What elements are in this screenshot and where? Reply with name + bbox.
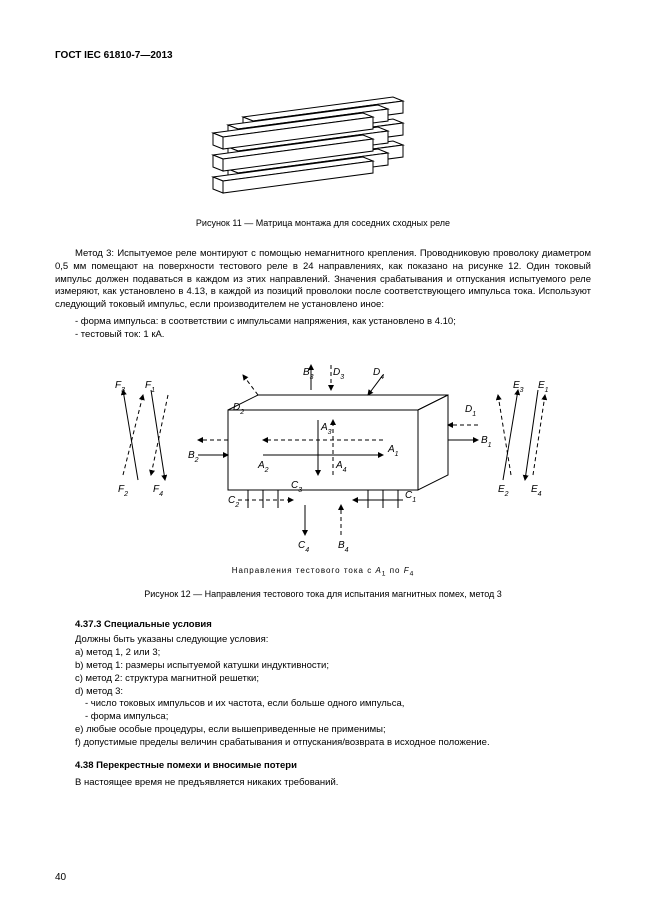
svg-text:C4: C4 [298, 540, 309, 554]
section-4373-heading: 4.37.3 Специальные условия [55, 619, 591, 630]
section-4373-a: a) метод 1, 2 или 3; [55, 647, 591, 660]
page-number: 40 [55, 872, 66, 883]
svg-text:E4: E4 [531, 484, 542, 498]
section-4373-f: f) допустимые пределы величин срабатыван… [55, 737, 591, 750]
figure-11-caption: Рисунок 11 — Матрица монтажа для соседни… [55, 218, 591, 228]
svg-text:B3: B3 [303, 367, 314, 381]
svg-text:D1: D1 [465, 404, 476, 418]
section-4373-b: b) метод 1: размеры испытуемой катушки и… [55, 660, 591, 673]
method3-bullet-1: - форма импульса: в соответствии с импул… [55, 316, 591, 329]
section-4373-d2: - форма импульса; [55, 711, 591, 724]
svg-text:D4: D4 [373, 367, 384, 381]
section-438-body: В настоящее время не предъявляется никак… [55, 777, 591, 790]
svg-text:E1: E1 [538, 380, 549, 394]
svg-text:C2: C2 [228, 495, 239, 509]
svg-text:B1: B1 [481, 435, 492, 449]
svg-text:B2: B2 [188, 450, 199, 464]
svg-text:D3: D3 [333, 367, 344, 381]
figure-12-container: A1 A2 A3 A4 B1 B2 B3 B4 C1 C2 C3 C4 D1 D… [55, 360, 591, 578]
svg-text:E3: E3 [513, 380, 524, 394]
section-4373-c: c) метод 2: структура магнитной решетки; [55, 673, 591, 686]
section-4373-e: e) любые особые процедуры, если вышеприв… [55, 724, 591, 737]
svg-text:F3: F3 [115, 380, 125, 394]
section-4373-intro: Должны быть указаны следующие условия: [55, 634, 591, 647]
figure-12-svg: A1 A2 A3 A4 B1 B2 B3 B4 C1 C2 C3 C4 D1 D… [83, 360, 563, 560]
svg-text:F1: F1 [145, 380, 155, 394]
document-header: ГОСТ IEC 61810-7—2013 [55, 50, 591, 61]
method3-bullet-2: - тестовый ток: 1 кА. [55, 329, 591, 342]
section-4373-d: d) метод 3: [55, 686, 591, 699]
svg-text:E2: E2 [498, 484, 509, 498]
figure-12-subcaption: Направления тестового тока с A1 по F4 [55, 566, 591, 578]
svg-text:F2: F2 [118, 484, 128, 498]
section-4373-d1: - число токовых импульсов и их частота, … [55, 698, 591, 711]
svg-text:B4: B4 [338, 540, 349, 554]
svg-text:F4: F4 [153, 484, 163, 498]
method3-paragraph: Метод 3: Испытуемое реле монтируют с пом… [55, 248, 591, 312]
figure-11-container [55, 91, 591, 206]
svg-text:C1: C1 [405, 490, 416, 504]
figure-12-caption: Рисунок 12 — Направления тестового тока … [55, 589, 591, 599]
section-438-heading: 4.38 Перекрестные помехи и вносимые поте… [55, 760, 591, 771]
figure-11-svg [193, 91, 453, 206]
